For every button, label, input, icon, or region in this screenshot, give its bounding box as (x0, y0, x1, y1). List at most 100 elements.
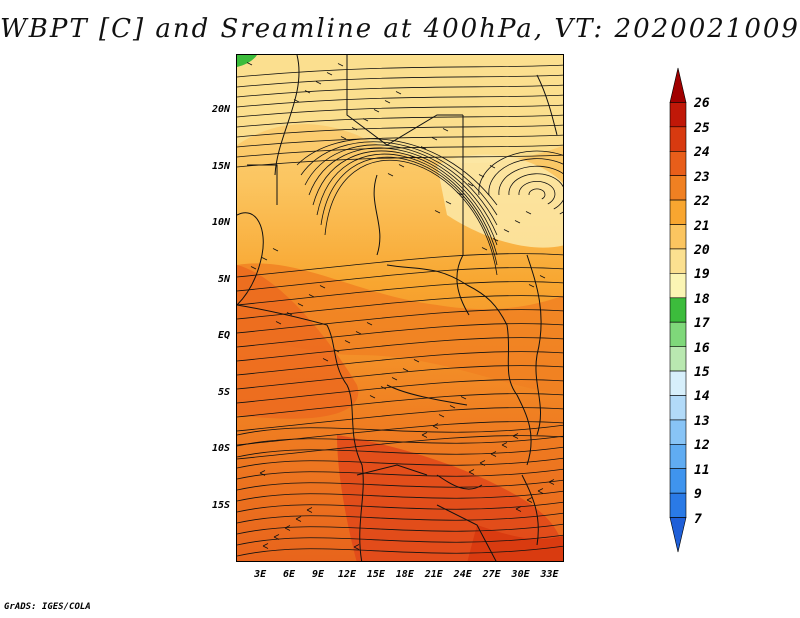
streamline-arrow (548, 479, 555, 485)
border-line (521, 474, 539, 546)
streamline-arrow (373, 109, 380, 113)
colorbar-swatch (669, 517, 687, 553)
streamline (237, 435, 563, 460)
streamline-arrow (353, 544, 360, 550)
map-panel (236, 54, 564, 562)
streamline (237, 351, 563, 376)
streamline-arrow (293, 99, 300, 103)
border-line (356, 464, 428, 476)
streamline-arrow (284, 525, 291, 531)
streamline-arrow (315, 81, 322, 85)
streamline (304, 144, 498, 226)
streamline (237, 501, 563, 513)
streamline (508, 173, 563, 210)
streamline (237, 534, 563, 546)
colorbar-level-label: 12 (694, 438, 710, 454)
streamline (237, 124, 563, 138)
streamline-arrow (344, 340, 351, 344)
streamline-arrow (297, 303, 304, 307)
west-warm-patch (237, 265, 359, 419)
lon-tick-label: 30E (511, 569, 530, 580)
colorbar-swatch (669, 273, 687, 299)
lon-tick-label: 24E (453, 569, 472, 580)
streamline (237, 309, 563, 334)
streamline-arrow (366, 322, 373, 326)
colorbar-level-label: 16 (694, 340, 710, 356)
colorbar-swatch (669, 468, 687, 494)
streamline-arrow (259, 470, 266, 476)
streamline (518, 180, 556, 205)
streamline (312, 150, 498, 246)
streamline-arrow (489, 165, 496, 169)
colorbar-swatch (669, 199, 687, 225)
lon-tick-label: 33E (540, 569, 559, 580)
streamline-arrow (467, 183, 474, 187)
wbpt-streamline-map (237, 55, 563, 561)
streamline (237, 457, 563, 469)
colorbar-level-label: 18 (694, 291, 710, 307)
border-line (274, 55, 300, 176)
streamline-arrow (308, 294, 315, 298)
streamline (488, 158, 563, 196)
streamline-arrow (355, 331, 362, 335)
streamline (237, 267, 563, 292)
streamline-arrow (479, 460, 486, 466)
streamline-arrow (351, 127, 358, 131)
streamline (237, 379, 563, 404)
lat-tick-label: 5S (217, 386, 230, 398)
streamline (237, 84, 563, 98)
border-line (436, 504, 497, 561)
streamline (237, 512, 563, 524)
lon-tick-label: 12E (337, 569, 356, 580)
streamline-arrow (340, 136, 347, 140)
streamline-arrow (398, 164, 405, 168)
streamline-arrow (442, 128, 449, 132)
streamline (300, 141, 498, 216)
colorbar-swatch (669, 150, 687, 176)
colorbar-level-label: 24 (694, 145, 710, 161)
streamline-arrow (492, 238, 499, 242)
streamline-arrow (478, 174, 485, 178)
streamline-arrow (537, 488, 544, 494)
streamline-arrow (286, 312, 293, 316)
colorbar-swatch (669, 395, 687, 421)
streamline-arrow (380, 386, 387, 390)
colorbar-swatch (669, 419, 687, 445)
streamline (237, 424, 563, 436)
lat-tick-label: 10N (211, 217, 230, 229)
streamline (237, 295, 563, 320)
streamline-arrow (432, 423, 439, 429)
streamline-arrow (460, 396, 467, 400)
streamline-arrow (481, 247, 488, 251)
streamline (237, 523, 563, 535)
streamline (237, 545, 563, 557)
colorbar-swatch (669, 444, 687, 470)
colorbar-level-label: 13 (694, 413, 710, 429)
streamline-arrow (395, 91, 402, 95)
streamline-arrow (421, 432, 428, 438)
streamline (296, 138, 498, 206)
green-corner-patch (237, 55, 257, 67)
lon-tick-label: 27E (482, 569, 501, 580)
streamline-arrow (262, 543, 269, 549)
streamline-arrow (246, 62, 253, 66)
lon-tick-label: 9E (311, 569, 325, 580)
colorbar-swatch (669, 297, 687, 323)
streamline-arrow (514, 220, 521, 224)
colorbar-level-label: 20 (694, 242, 710, 258)
streamline (237, 407, 563, 432)
streamline (237, 323, 563, 348)
streamline-arrow (512, 433, 519, 439)
border-line (237, 304, 364, 561)
streamline (237, 144, 563, 158)
lat-tick-label: 5N (217, 273, 230, 285)
lon-tick-label: 6E (283, 569, 296, 580)
streamline-arrow (384, 100, 391, 104)
border-line (536, 74, 558, 136)
streamline (237, 281, 563, 306)
streamline-arrow (337, 63, 344, 67)
streamline (498, 165, 563, 215)
streamlines (237, 62, 563, 557)
colorbar-level-label: 21 (694, 218, 710, 234)
streamline-arrow (322, 358, 329, 362)
